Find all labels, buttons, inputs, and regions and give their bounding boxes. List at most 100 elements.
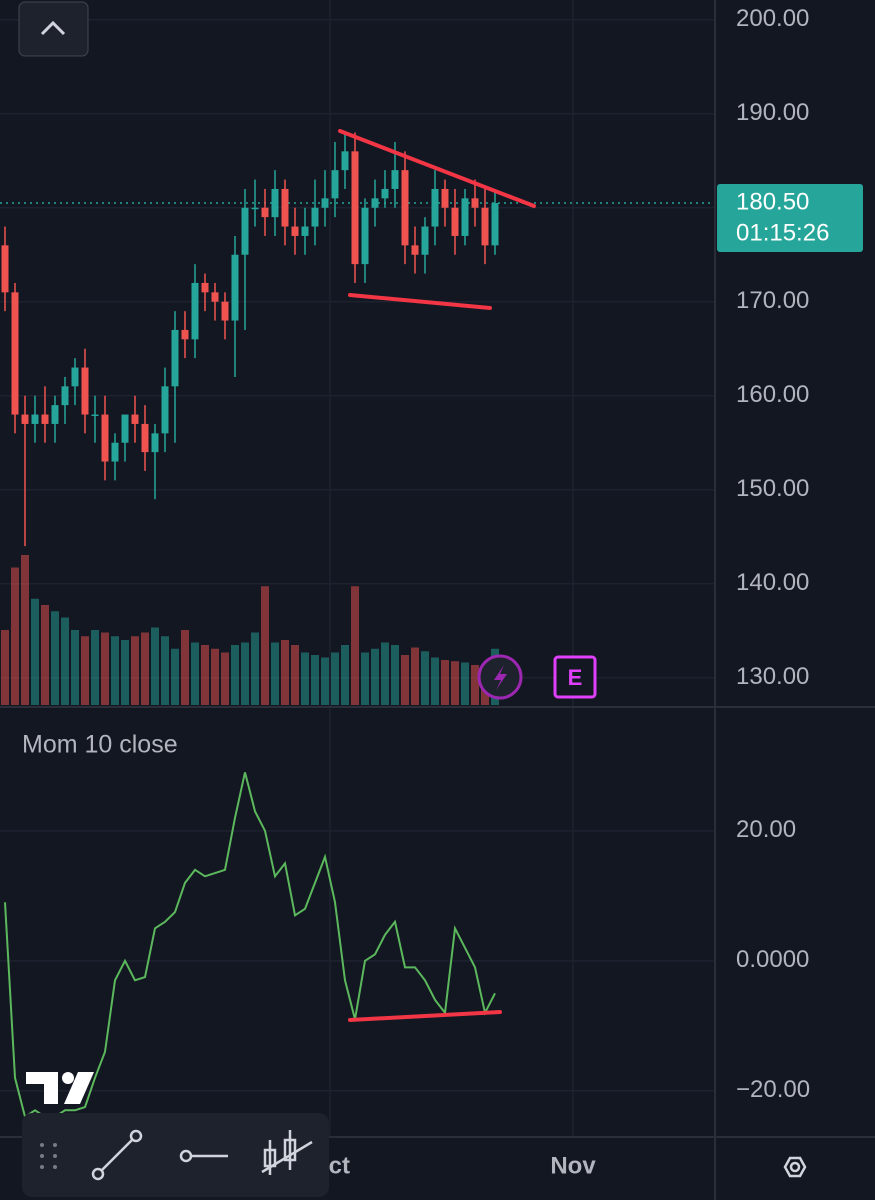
long-position-tool[interactable] [261,1130,313,1175]
candle-body [311,207,319,227]
volume-bar [111,636,119,705]
candle-body [81,367,89,415]
candle-body [111,442,119,462]
y-tick-label: 140.00 [736,569,809,596]
earnings-badge[interactable] [553,655,597,699]
volume-bar [11,567,19,705]
x-tick-label: Nov [550,1152,596,1179]
candle-body [301,226,309,236]
candle-body [211,292,219,302]
candle-body [411,245,419,255]
y-tick-label: 190.00 [736,99,809,126]
volume-bar [331,652,339,705]
volume-bar [411,647,419,705]
volume-bar [291,645,299,705]
volume-bar [341,645,349,705]
volume-bar [431,657,439,705]
y-tick-label: 130.00 [736,663,809,690]
candle-body [221,301,229,321]
volume-bar [21,555,29,705]
candle-body [401,170,409,246]
trend-line[interactable] [348,1010,502,1022]
settings-button[interactable] [783,1156,807,1178]
candle-body [371,198,379,208]
candle-body [341,151,349,171]
candles [1,132,499,547]
volume-bar [361,652,369,705]
candle-body [161,386,169,434]
candle-body [351,151,359,265]
candle-body [191,282,199,340]
drag-handle[interactable] [40,1143,57,1169]
trend-line[interactable] [348,293,492,310]
candle-body [431,188,439,227]
volume-bar [201,645,209,705]
volume-bar [261,586,269,705]
volume-bar [221,652,229,705]
last-price-label: 180.50 [736,188,809,215]
chevron-icon [40,20,66,36]
candle-body [31,414,39,424]
candle-body [441,188,449,208]
candle-body [121,414,129,443]
indicator-title: Mom 10 close [22,731,178,759]
candle-body [51,405,59,424]
candle-body [61,386,69,406]
candle-body [131,414,139,424]
volume-bar [171,648,179,705]
candle-body [151,433,159,453]
volume-bar [301,652,309,705]
candle-body [141,423,149,453]
candle-body [261,207,269,218]
volume-bar [1,630,9,705]
volume-bar [191,642,199,705]
y-tick-label: 150.00 [736,475,809,502]
candle-body [421,226,429,255]
volume-bar [271,642,279,705]
volume-bar [311,655,319,705]
volume-bar [101,632,109,705]
candle-body [231,254,239,321]
earnings-label: E [568,665,583,690]
candle-body [281,188,289,227]
volume-bar [81,636,89,705]
volume-bar [451,661,459,705]
momentum [4,772,496,1119]
lightning-icon [494,665,507,690]
y-tick-label: 160.00 [736,381,809,408]
volume-bar [381,642,389,705]
candle-body [381,188,389,199]
last-price-box [717,184,863,253]
volume-bar [91,630,99,705]
volume-bar [71,630,79,705]
volume-bar [391,645,399,705]
candle-body [321,198,329,208]
candle-body [11,292,19,415]
volume-bar [51,611,59,705]
y-tick-label: −20.00 [736,1076,810,1103]
volume-bar [401,655,409,705]
volume-bar [231,645,239,705]
candle-body [461,198,469,236]
volume-bar [281,640,289,705]
y-tick-label: 0.0000 [736,946,809,973]
volume [1,555,499,705]
trend-line[interactable] [338,129,536,208]
volume-bar [421,651,429,705]
volume-bar [251,632,259,705]
volume-bar [321,657,329,705]
volume-bar [441,660,449,705]
collapse-button[interactable] [18,1,89,57]
horizontal-line-tool[interactable] [179,1149,228,1163]
candle-body [241,207,249,255]
candle-body [91,414,99,417]
drawing-toolbar [22,1113,329,1197]
tv-logo [26,1072,94,1104]
volume-bar [211,648,219,705]
candle-body [1,245,9,293]
trendline-tool[interactable] [91,1129,143,1181]
candle-body [71,367,79,387]
candle-body [251,207,259,210]
toolbar-bg [22,1113,329,1197]
